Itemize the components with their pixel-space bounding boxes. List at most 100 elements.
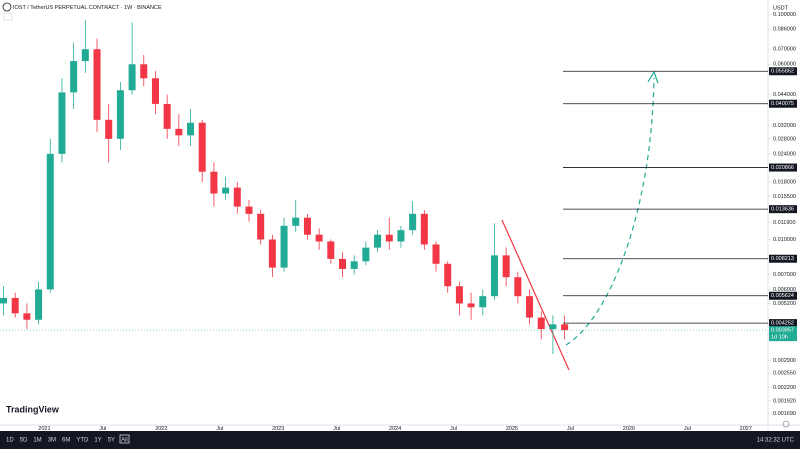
level-label: 0.020866 bbox=[771, 165, 794, 171]
candle-body bbox=[338, 258, 347, 269]
x-tick-label: 2022 bbox=[155, 426, 167, 432]
candle-body bbox=[292, 217, 300, 226]
y-tick-label: 0.060000 bbox=[773, 62, 796, 68]
y-tick-label: 0.018000 bbox=[773, 179, 796, 185]
y-tick-label: 0.005200 bbox=[773, 301, 796, 307]
y-tick-label: 0.044000 bbox=[773, 92, 796, 98]
candle-body bbox=[210, 171, 218, 194]
candle-body bbox=[151, 78, 159, 104]
y-tick-label: 0.001690 bbox=[773, 411, 796, 417]
candle-body bbox=[303, 217, 311, 235]
y-tick-label: 0.024000 bbox=[773, 151, 796, 157]
candle-body bbox=[362, 247, 370, 262]
candle-body bbox=[420, 213, 428, 245]
candle-body bbox=[502, 255, 510, 278]
candle-body bbox=[561, 324, 569, 331]
range-button[interactable]: All bbox=[121, 438, 128, 444]
candle-body bbox=[23, 313, 31, 320]
range-button[interactable]: 3M bbox=[48, 438, 56, 444]
candle-body bbox=[105, 119, 113, 139]
x-tick-label: 2027 bbox=[740, 426, 752, 432]
level-label: 0.004252 bbox=[771, 321, 794, 327]
level-label-box bbox=[769, 163, 797, 172]
last-price-label: 0.003957 bbox=[771, 328, 794, 334]
settings-button[interactable] bbox=[782, 420, 790, 428]
y-tick-label: 0.086000 bbox=[773, 27, 796, 33]
level-label-box bbox=[769, 205, 797, 214]
range-button[interactable]: 6M bbox=[62, 438, 70, 444]
candle-body bbox=[397, 230, 405, 242]
level-label: 0.005624 bbox=[771, 293, 794, 299]
candle-body bbox=[222, 187, 230, 194]
candle-body bbox=[374, 234, 382, 248]
candle-body bbox=[268, 239, 276, 268]
range-button[interactable]: 1Y bbox=[94, 438, 101, 444]
y-tick-label: 0.002550 bbox=[773, 371, 796, 377]
candle-body bbox=[257, 213, 265, 240]
x-tick-label: 2026 bbox=[623, 426, 635, 432]
compare-button[interactable] bbox=[119, 434, 130, 444]
level-label: 0.008213 bbox=[771, 256, 794, 262]
candle-body bbox=[479, 296, 487, 308]
y-tick-label: 0.007000 bbox=[773, 272, 796, 278]
x-tick-label: 2021 bbox=[38, 426, 50, 432]
x-tick-label: Jul bbox=[450, 426, 457, 432]
x-tick-label: Jul bbox=[333, 426, 340, 432]
candle-body bbox=[11, 297, 19, 314]
candle-body bbox=[70, 61, 78, 93]
range-button[interactable]: YTD bbox=[76, 438, 89, 444]
range-button[interactable]: 1M bbox=[33, 438, 41, 444]
candle-body bbox=[175, 128, 183, 136]
candle-body bbox=[467, 303, 475, 308]
collapse-button[interactable] bbox=[3, 12, 13, 21]
candle-body bbox=[490, 255, 498, 297]
symbol-title: IOST / TetherUS PERPETUAL CONTRACT · 1W … bbox=[13, 5, 162, 11]
candle-body bbox=[315, 234, 323, 242]
candle-body bbox=[128, 64, 136, 91]
candle-body bbox=[163, 103, 171, 129]
range-button[interactable]: 5Y bbox=[108, 438, 115, 444]
y-tick-label: 0.032000 bbox=[773, 123, 796, 129]
level-label-box bbox=[769, 319, 797, 328]
level-label-box bbox=[769, 99, 797, 108]
y-tick-label: 0.002900 bbox=[773, 358, 796, 364]
y-tick-label: 0.070000 bbox=[773, 47, 796, 53]
candle-body bbox=[46, 153, 54, 290]
x-tick-label: Jul bbox=[567, 426, 574, 432]
x-tick-label: Jul bbox=[99, 426, 106, 432]
y-tick-label: 0.011900 bbox=[773, 220, 796, 226]
candle-body bbox=[198, 122, 206, 172]
candle-body bbox=[93, 49, 101, 120]
toolbar bbox=[0, 431, 800, 449]
x-tick-label: 2023 bbox=[272, 426, 284, 432]
candle-body bbox=[58, 92, 66, 154]
trend-line bbox=[501, 219, 570, 371]
range-button[interactable]: 5D bbox=[20, 438, 28, 444]
brand-logo: TradingView bbox=[6, 404, 60, 414]
symbol-icon bbox=[2, 2, 12, 12]
candle-body bbox=[526, 296, 534, 318]
last-price-box bbox=[769, 326, 797, 342]
candle-body bbox=[350, 261, 358, 269]
currency: USDT bbox=[773, 5, 789, 11]
x-tick-label: 2024 bbox=[389, 426, 401, 432]
y-tick-label: 0.010000 bbox=[773, 237, 796, 243]
candle-body bbox=[280, 225, 288, 268]
candle-body bbox=[0, 297, 8, 304]
candle-body bbox=[385, 234, 393, 242]
candle-body bbox=[35, 289, 43, 320]
candle-body bbox=[549, 324, 557, 330]
x-tick-label: Jul bbox=[216, 426, 223, 432]
y-tick-label: 0.100000 bbox=[773, 12, 796, 18]
candle-body bbox=[327, 241, 335, 259]
candle-body bbox=[187, 122, 195, 136]
candle-body bbox=[455, 286, 463, 304]
y-tick-label: 0.028000 bbox=[773, 136, 796, 142]
candle-body bbox=[140, 64, 148, 79]
y-tick-label: 0.002200 bbox=[773, 385, 796, 391]
x-tick-label: 2025 bbox=[506, 426, 518, 432]
range-button[interactable]: 1D bbox=[6, 438, 14, 444]
candle-body bbox=[514, 277, 522, 297]
